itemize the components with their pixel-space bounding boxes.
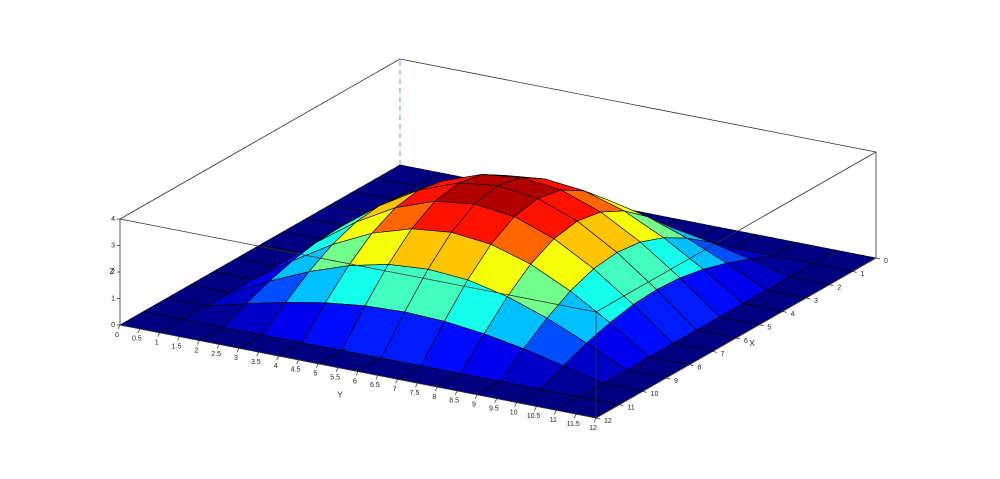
y-tick-label: 4.5 — [291, 367, 301, 374]
y-tick-label: 7.5 — [410, 390, 420, 397]
x-tick — [665, 377, 671, 380]
z-tick-label: 0 — [111, 322, 115, 329]
x-tick-label: 2 — [837, 285, 841, 292]
y-tick-label: 2.5 — [211, 351, 221, 358]
x-tick — [689, 364, 694, 367]
x-tick-label: 7 — [721, 351, 725, 358]
x-tick-label: 12 — [604, 418, 612, 425]
x-tick — [782, 310, 787, 313]
y-tick — [256, 351, 260, 357]
x-tick — [712, 350, 717, 353]
box-edge — [119, 218, 597, 313]
x-tick-label: 3 — [814, 298, 818, 305]
x-axis-title: X — [749, 339, 755, 348]
y-tick-label: 11 — [550, 417, 557, 424]
x-tick — [735, 337, 741, 340]
x-tick — [619, 404, 624, 407]
y-tick — [395, 379, 399, 384]
x-tick — [642, 390, 647, 393]
x-tick-label: 0 — [884, 258, 888, 265]
y-tick-label: 3 — [234, 355, 238, 362]
x-tick-label: 11 — [627, 405, 634, 412]
x-tick — [595, 417, 601, 420]
y-tick — [553, 410, 557, 415]
y-tick-label: 4 — [274, 363, 278, 370]
y-tick — [236, 348, 240, 353]
y-tick — [355, 371, 359, 376]
y-tick — [157, 332, 161, 337]
y-tick-label: 1 — [155, 340, 159, 347]
y-tick — [474, 394, 478, 399]
x-tick-label: 9 — [674, 378, 678, 385]
y-tick — [117, 324, 121, 330]
y-tick — [196, 340, 200, 345]
y-tick-label: 0.5 — [132, 336, 142, 343]
y-tick — [415, 382, 418, 388]
x-tick — [829, 284, 834, 287]
y-tick — [276, 355, 280, 361]
z-tick-label: 4 — [111, 216, 115, 223]
y-tick-label: 9 — [472, 402, 476, 409]
y-tick-label: 9.5 — [489, 405, 499, 412]
y-tick-label: 1.5 — [172, 343, 182, 350]
y-tick — [534, 406, 537, 411]
y-tick-label: 8.5 — [449, 398, 459, 405]
y-tick-label: 3.5 — [251, 359, 261, 366]
y-tick — [137, 328, 141, 334]
box-edge — [399, 58, 877, 153]
y-tick — [335, 367, 339, 372]
y-tick-label: 2 — [194, 347, 198, 354]
y-tick-label: 8 — [432, 394, 436, 401]
y-tick — [296, 359, 299, 365]
y-tick-label: 7 — [393, 386, 397, 393]
y-axis-title: Y — [337, 391, 343, 400]
x-tick — [875, 257, 881, 260]
y-tick-label: 10.5 — [527, 413, 541, 420]
box-edge — [595, 151, 877, 313]
z-axis-title: Z — [110, 267, 115, 276]
x-tick-label: 8 — [697, 365, 701, 372]
x-tick-label: 1 — [861, 271, 865, 278]
y-tick-label: 11.5 — [567, 421, 580, 428]
y-tick-label: 5 — [313, 371, 317, 378]
x-tick — [852, 270, 857, 273]
y-tick-label: 10 — [510, 409, 518, 416]
x-tick — [805, 297, 811, 300]
x-tick-label: 5 — [767, 325, 771, 332]
y-tick-label: 12 — [589, 425, 597, 432]
y-tick — [454, 390, 458, 396]
y-tick — [216, 344, 220, 349]
y-tick — [593, 417, 597, 423]
y-tick — [315, 363, 319, 368]
y-tick-label: 6.5 — [370, 382, 380, 389]
z-tick-label: 3 — [111, 242, 115, 249]
y-tick-label: 6 — [353, 378, 357, 385]
x-tick-label: 10 — [651, 391, 659, 398]
box-edge — [119, 58, 401, 220]
x-tick-label: 6 — [744, 338, 748, 345]
y-tick — [514, 402, 518, 407]
y-tick — [494, 398, 498, 403]
y-tick — [375, 375, 379, 380]
x-tick — [759, 324, 764, 327]
y-tick — [573, 413, 577, 419]
x-tick-label: 4 — [791, 311, 795, 318]
y-tick-label: 0 — [115, 332, 119, 339]
z-tick-label: 1 — [111, 295, 115, 302]
y-tick — [177, 336, 180, 341]
y-tick-label: 5.5 — [330, 374, 340, 381]
z-tick-label: 2 — [111, 269, 115, 276]
y-tick — [434, 386, 438, 392]
